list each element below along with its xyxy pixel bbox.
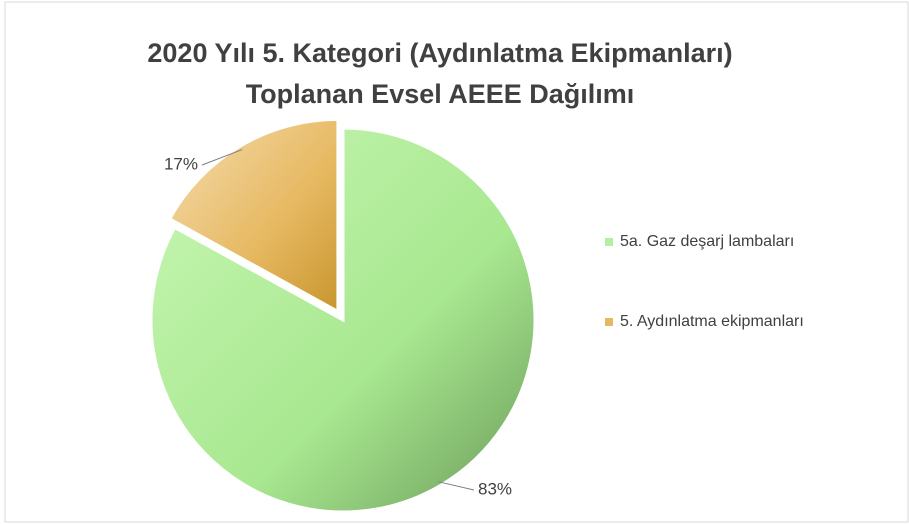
legend-marker [605, 318, 613, 326]
chart-title: 2020 Yılı 5. Kategori (Aydınlatma Ekipma… [147, 38, 732, 68]
chart-title: Toplanan Evsel AEEE Dağılımı [246, 79, 635, 109]
legend-label: 5. Aydınlatma ekipmanları [620, 313, 804, 330]
legend-label: 5a. Gaz deşarj lambaları [620, 233, 794, 250]
data-label: 83% [478, 479, 512, 498]
legend-marker [605, 238, 613, 246]
data-label: 17% [164, 154, 198, 173]
chart: 2020 Yılı 5. Kategori (Aydınlatma Ekipma… [0, 0, 909, 524]
leader-line [439, 482, 474, 490]
